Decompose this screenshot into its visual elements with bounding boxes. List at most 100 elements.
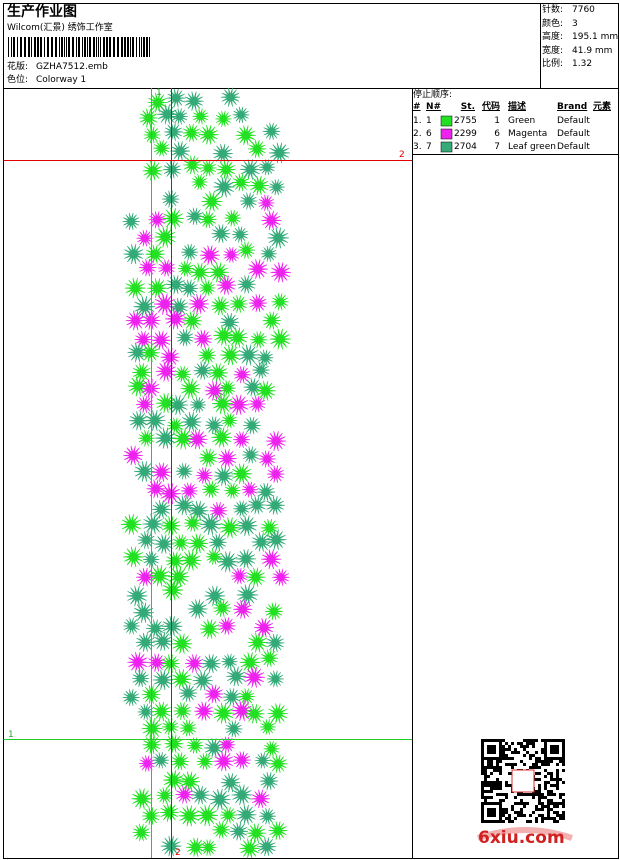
qr-module bbox=[493, 757, 496, 760]
stitch-star bbox=[140, 343, 160, 363]
qr-module bbox=[535, 763, 538, 766]
qr-module bbox=[517, 751, 520, 754]
qr-module bbox=[493, 814, 496, 817]
bar-stripe bbox=[13, 37, 15, 57]
stitch-star bbox=[193, 361, 212, 380]
qr-module bbox=[556, 772, 559, 775]
stitch-star bbox=[239, 192, 258, 210]
qr-module bbox=[523, 814, 526, 817]
qr-module bbox=[535, 778, 538, 781]
stop-sequence-title: 停止顺序: bbox=[413, 90, 453, 100]
qr-module bbox=[502, 751, 505, 754]
stitch-star bbox=[195, 467, 213, 484]
qr-module bbox=[490, 784, 493, 787]
qr-module bbox=[481, 802, 484, 805]
bar-stripe bbox=[31, 37, 32, 57]
qr-module bbox=[529, 757, 532, 760]
stitch-star bbox=[238, 688, 255, 705]
bar-stripe bbox=[28, 37, 30, 57]
stitch-star bbox=[135, 395, 154, 414]
qr-module bbox=[517, 793, 520, 796]
qr-module bbox=[550, 751, 553, 754]
qr-module bbox=[550, 790, 553, 793]
qr-module bbox=[556, 784, 559, 787]
qr-module bbox=[532, 796, 535, 799]
stitch-star bbox=[259, 807, 277, 825]
stitch-star bbox=[220, 313, 240, 332]
stitch-star bbox=[179, 719, 197, 737]
stitch-star bbox=[165, 551, 185, 571]
stat-value: 41.9 mm bbox=[572, 45, 613, 56]
qr-module bbox=[529, 766, 532, 769]
qr-module bbox=[562, 745, 565, 748]
stitch-star bbox=[222, 688, 242, 706]
qr-module bbox=[532, 793, 535, 796]
qr-module bbox=[493, 748, 496, 751]
qr-module bbox=[541, 751, 544, 754]
column-header: 元素 bbox=[593, 102, 612, 112]
qr-module bbox=[499, 820, 502, 823]
qr-module bbox=[487, 781, 490, 784]
qr-module bbox=[496, 778, 499, 781]
qr-module bbox=[517, 814, 520, 817]
stitch-star bbox=[167, 566, 190, 588]
stitch-star bbox=[177, 260, 195, 277]
bar-stripe bbox=[20, 37, 22, 57]
qr-module bbox=[499, 760, 502, 763]
qr-module bbox=[553, 739, 556, 742]
stat-value: 7760 bbox=[572, 5, 595, 15]
cell: 2704 bbox=[454, 142, 477, 152]
qr-module bbox=[535, 760, 538, 763]
stitch-star bbox=[192, 108, 209, 125]
qr-module bbox=[511, 805, 514, 808]
column-header: 描述 bbox=[508, 102, 527, 112]
stitch-star bbox=[133, 461, 156, 482]
bar-stripe bbox=[141, 37, 142, 57]
stitch-star bbox=[220, 344, 242, 366]
stitch-star bbox=[208, 788, 231, 811]
qr-module bbox=[520, 802, 523, 805]
qr-module bbox=[562, 781, 565, 784]
qr-module bbox=[487, 757, 490, 760]
bar-stripe bbox=[59, 37, 60, 57]
qr-module bbox=[490, 814, 493, 817]
watermark-swoosh bbox=[477, 827, 573, 841]
stitch-star bbox=[187, 429, 208, 450]
stat-label: 颜色: bbox=[542, 18, 564, 29]
qr-module bbox=[550, 760, 553, 763]
cell: Green bbox=[508, 116, 536, 126]
stitch-star bbox=[160, 347, 180, 367]
bar-stripe bbox=[149, 37, 150, 57]
stitch-star bbox=[213, 325, 235, 346]
stitch-star bbox=[133, 602, 155, 623]
qr-module bbox=[493, 811, 496, 814]
qr-module bbox=[526, 742, 529, 745]
qr-module bbox=[490, 748, 493, 751]
qr-module bbox=[493, 784, 496, 787]
bar-stripe bbox=[106, 37, 108, 57]
qr-module bbox=[559, 814, 562, 817]
stitch-star bbox=[268, 754, 288, 773]
stitch-star bbox=[198, 346, 216, 364]
stitch-star bbox=[219, 380, 236, 397]
stitch-star bbox=[167, 417, 184, 434]
qr-module bbox=[493, 766, 496, 769]
barcode bbox=[8, 37, 150, 57]
stitch-star bbox=[242, 446, 260, 464]
stitch-star bbox=[267, 703, 289, 724]
stitch-star bbox=[235, 125, 256, 146]
qr-module bbox=[556, 805, 559, 808]
qr-module bbox=[562, 757, 565, 760]
qr-module bbox=[547, 760, 550, 763]
stitch-star bbox=[188, 500, 209, 521]
design-stitches bbox=[120, 87, 292, 859]
stitch-star bbox=[134, 330, 153, 349]
qr-module bbox=[544, 775, 547, 778]
stitch-star bbox=[260, 245, 277, 262]
stitch-star bbox=[231, 173, 251, 192]
qr-module bbox=[559, 817, 562, 820]
stitch-star bbox=[196, 804, 219, 827]
bar-stripe bbox=[100, 37, 101, 57]
stitch-star bbox=[262, 122, 281, 140]
stitch-star bbox=[228, 394, 250, 415]
